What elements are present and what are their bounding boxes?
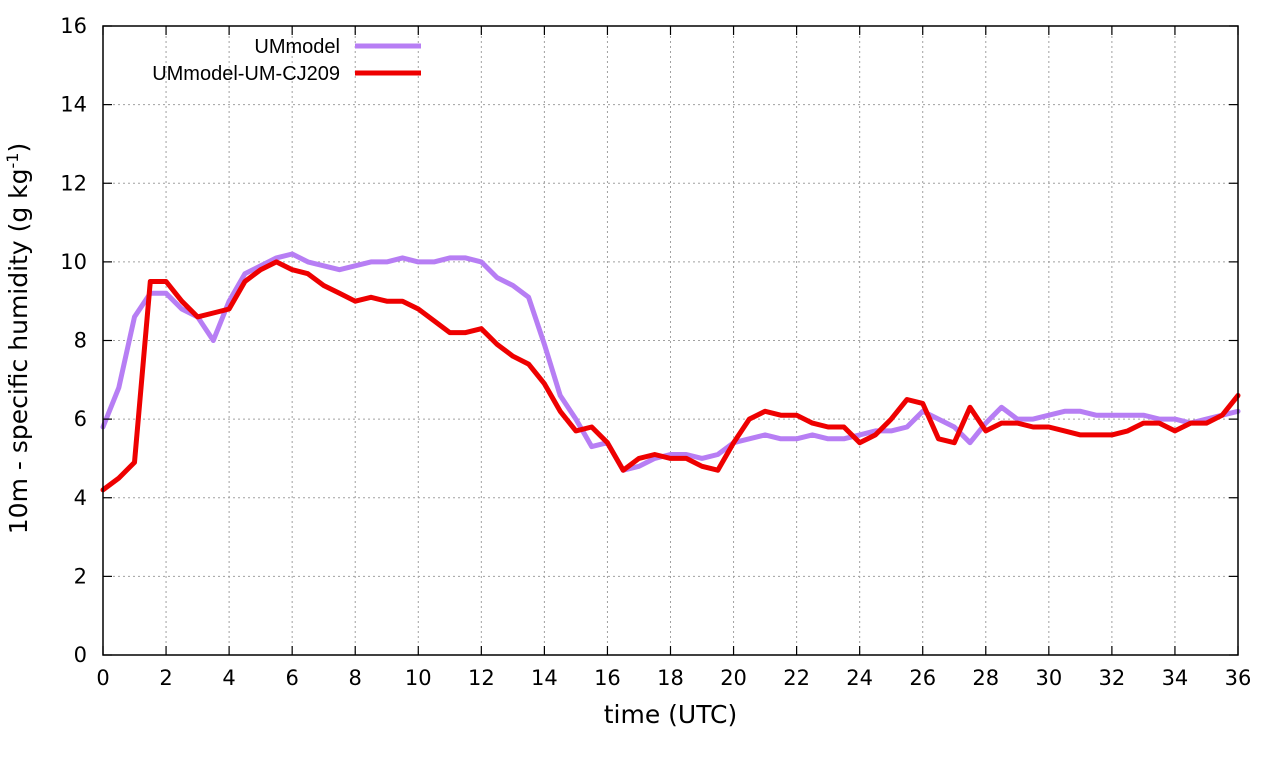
x-tick-label: 6 [285,666,298,690]
legend: UMmodel UMmodel-UM-CJ209 [152,36,421,85]
y-tick-label: 10 [60,250,87,274]
x-tick-label: 12 [468,666,495,690]
y-axis-title-superscript: -1 [3,153,22,169]
x-tick-label: 30 [1035,666,1062,690]
series-line-ummodel-um-cj209 [100,259,1241,493]
x-tick-label: 32 [1099,666,1126,690]
y-tick-label: 8 [74,329,87,353]
tick-labels: 0 2 4 6 8 10 12 14 16 18 20 22 24 26 28 30 32 34 360246810… [60,14,1251,690]
y-axis-title: 10m - specific humidity (g kg-1) [3,143,34,534]
y-tick-label: 2 [74,564,87,588]
x-tick-label: 22 [783,666,810,690]
x-tick-label: 0 [96,666,109,690]
x-tick-label: 4 [222,666,235,690]
x-tick-label: 28 [972,666,999,690]
y-tick-label: 4 [74,486,87,510]
x-tick-label: 10 [405,666,432,690]
series-line-ummodel [100,251,1241,473]
x-tick-label: 8 [349,666,362,690]
y-tick-label: 14 [60,93,87,117]
x-tick-label: 20 [720,666,747,690]
series-group [100,251,1241,493]
x-tick-label: 14 [531,666,558,690]
x-tick-label: 24 [846,666,873,690]
grid [103,26,1238,655]
legend-label-ummodel: UMmodel [254,36,340,58]
x-tick-label: 26 [909,666,936,690]
x-tick-label: 36 [1225,666,1252,690]
y-axis-title-close: ) [4,143,33,153]
y-tick-label: 6 [74,407,87,431]
legend-label-ummodel-um-cj209: UMmodel-UM-CJ209 [152,63,340,85]
y-axis-title-main: 10m - specific humidity (g kg [4,168,33,534]
y-tick-label: 12 [60,171,87,195]
x-tick-label: 34 [1162,666,1189,690]
x-axis-title: time (UTC) [604,700,738,729]
x-tick-label: 2 [159,666,172,690]
y-tick-label: 16 [60,14,87,38]
x-tick-label: 18 [657,666,684,690]
y-tick-label: 0 [74,643,87,667]
x-tick-label: 16 [594,666,621,690]
ticks [102,25,1239,656]
